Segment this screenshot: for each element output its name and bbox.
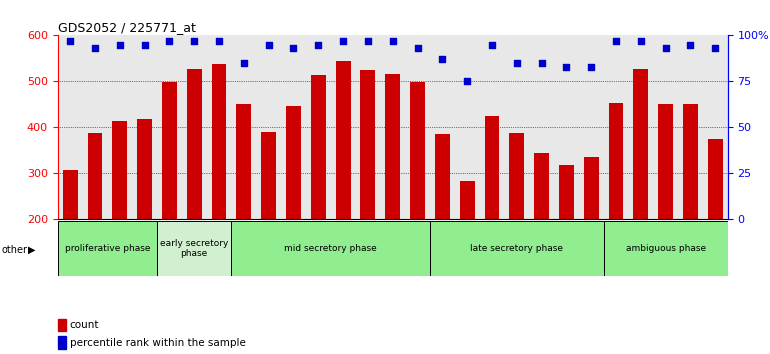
- Bar: [658, 103, 673, 219]
- Text: proliferative phase: proliferative phase: [65, 244, 150, 253]
- Text: ambiguous phase: ambiguous phase: [625, 244, 705, 253]
- Point: [511, 60, 523, 66]
- Point: [486, 42, 498, 47]
- Text: late secretory phase: late secretory phase: [470, 244, 564, 253]
- Point: [312, 42, 324, 47]
- Bar: [608, 103, 624, 219]
- Point: [362, 38, 374, 44]
- Point: [709, 45, 721, 51]
- Bar: [683, 103, 698, 219]
- Bar: [58, 336, 65, 349]
- Point: [188, 38, 200, 44]
- Bar: [187, 69, 202, 219]
- Point: [139, 42, 151, 47]
- Point: [114, 42, 126, 47]
- Bar: [162, 82, 177, 219]
- Bar: [708, 139, 723, 219]
- Bar: [435, 134, 450, 219]
- Text: GDS2052 / 225771_at: GDS2052 / 225771_at: [58, 21, 196, 34]
- Bar: [232, 221, 430, 276]
- Text: other: other: [2, 245, 28, 255]
- Bar: [336, 61, 350, 219]
- Bar: [634, 69, 648, 219]
- Bar: [430, 221, 604, 276]
- Point: [634, 38, 647, 44]
- Bar: [137, 119, 152, 219]
- Bar: [385, 74, 400, 219]
- Bar: [286, 106, 301, 219]
- Bar: [236, 103, 251, 219]
- Bar: [584, 157, 598, 219]
- Bar: [460, 181, 474, 219]
- Text: early secretory
phase: early secretory phase: [160, 239, 229, 258]
- Point: [163, 38, 176, 44]
- Bar: [88, 133, 102, 219]
- Bar: [157, 221, 232, 276]
- Bar: [212, 64, 226, 219]
- Bar: [559, 165, 574, 219]
- Bar: [410, 82, 425, 219]
- Point: [287, 45, 300, 51]
- Point: [238, 60, 250, 66]
- Text: mid secretory phase: mid secretory phase: [284, 244, 377, 253]
- Bar: [360, 70, 375, 219]
- Bar: [58, 221, 157, 276]
- Text: ▶: ▶: [28, 245, 35, 255]
- Bar: [604, 221, 728, 276]
- Bar: [311, 75, 326, 219]
- Point: [411, 45, 424, 51]
- Bar: [509, 133, 524, 219]
- Point: [213, 38, 225, 44]
- Text: count: count: [70, 320, 99, 330]
- Point: [89, 45, 101, 51]
- Point: [685, 42, 697, 47]
- Point: [535, 60, 547, 66]
- Point: [461, 79, 474, 84]
- Point: [561, 64, 573, 69]
- Point: [585, 64, 598, 69]
- Bar: [261, 132, 276, 219]
- Point: [659, 45, 671, 51]
- Point: [610, 38, 622, 44]
- Point: [263, 42, 275, 47]
- Bar: [62, 170, 78, 219]
- Point: [64, 38, 76, 44]
- Text: percentile rank within the sample: percentile rank within the sample: [70, 338, 246, 348]
- Point: [436, 57, 448, 62]
- Bar: [112, 120, 127, 219]
- Point: [387, 38, 399, 44]
- Point: [337, 38, 350, 44]
- Bar: [58, 319, 65, 331]
- Bar: [484, 116, 500, 219]
- Bar: [534, 153, 549, 219]
